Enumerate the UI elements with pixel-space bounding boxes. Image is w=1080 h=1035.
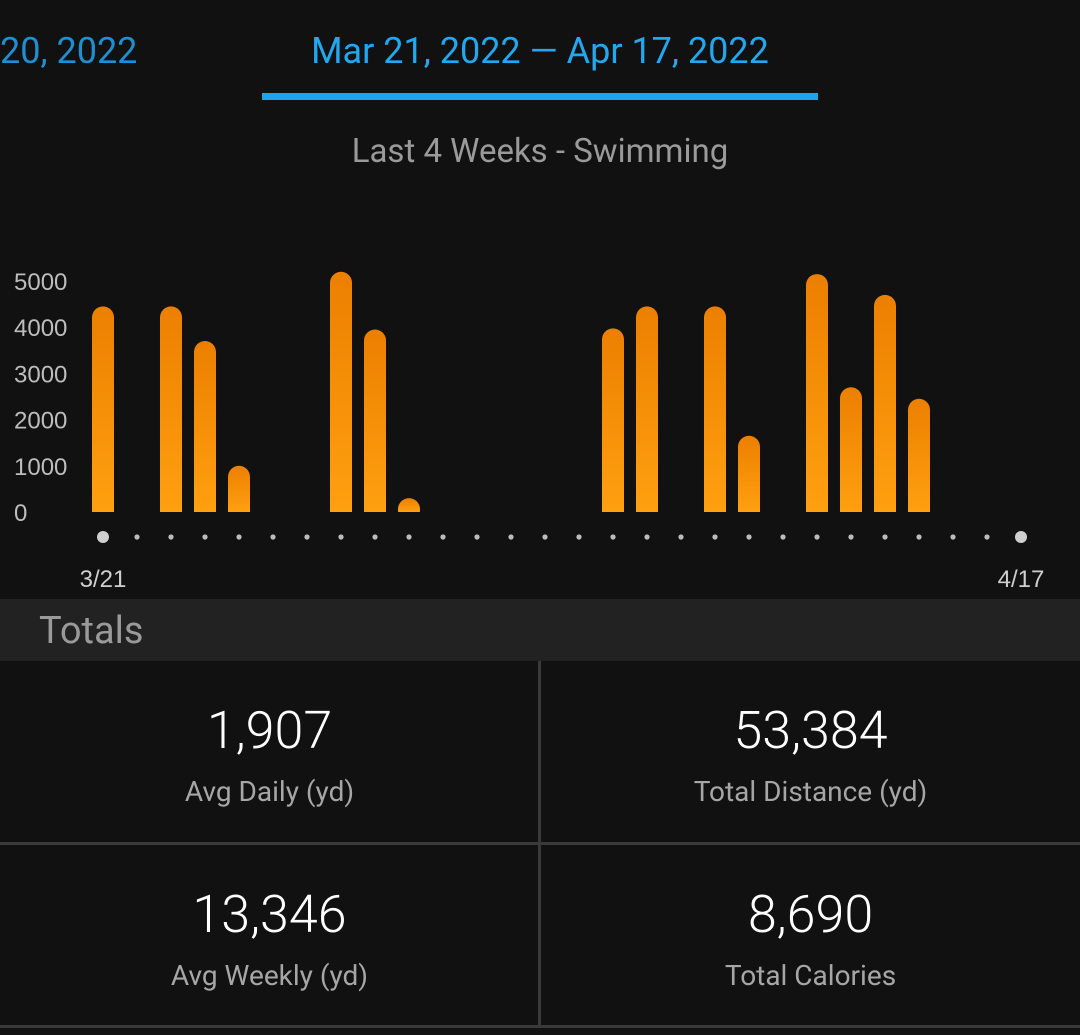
day-dot-3/22: [134, 534, 140, 540]
bar-3/30: [398, 498, 420, 512]
day-dot-3/21: [97, 531, 109, 543]
x-end-label: 4/17: [998, 566, 1045, 593]
day-dot-4/6: [644, 534, 650, 540]
day-dot-4/16: [984, 534, 990, 540]
stats-divider-bottom: [0, 1025, 1080, 1028]
bar-4/12: [840, 387, 862, 512]
bar-4/6: [636, 306, 658, 512]
day-dot-4/14: [916, 534, 922, 540]
day-dot-3/23: [168, 534, 174, 540]
y-tick-label: 1000: [14, 454, 67, 481]
avg-daily-value: 1,907: [206, 700, 333, 761]
total-distance-label: Total Distance (yd): [693, 775, 928, 808]
day-dot-3/28: [338, 534, 344, 540]
tab-current-range[interactable]: Mar 21, 2022 — Apr 17, 2022: [311, 30, 769, 72]
day-dot-3/30: [406, 534, 412, 540]
day-dot-4/9: [746, 534, 752, 540]
bar-3/29: [364, 329, 386, 512]
x-start-label: 3/21: [80, 566, 127, 593]
avg-weekly-label: Avg Weekly (yd): [170, 959, 369, 992]
total-distance-stat: 53,384 Total Distance (yd): [541, 700, 1080, 808]
day-dot-4/4: [576, 534, 582, 540]
day-dot-3/31: [440, 534, 446, 540]
total-calories-stat: 8,690 Total Calories: [541, 884, 1080, 992]
bar-3/28: [330, 271, 352, 512]
chart-subtitle: Last 4 Weeks - Swimming: [351, 132, 729, 171]
bar-3/21: [92, 306, 114, 512]
bar-4/8: [704, 306, 726, 512]
day-dot-4/3: [542, 534, 548, 540]
stats-divider-vertical: [538, 661, 541, 1027]
day-dot-4/5: [610, 534, 616, 540]
avg-daily-label: Avg Daily (yd): [184, 775, 355, 808]
day-dot-3/27: [304, 534, 310, 540]
day-dot-4/15: [950, 534, 956, 540]
active-tab-indicator: [262, 93, 818, 100]
day-dot-3/26: [270, 534, 276, 540]
bar-4/9: [738, 435, 760, 512]
y-tick-label: 3000: [14, 361, 67, 388]
day-dot-4/8: [712, 534, 718, 540]
bar-4/11: [806, 274, 828, 512]
bar-4/5: [602, 328, 624, 512]
bar-4/14: [908, 398, 930, 512]
day-dot-4/13: [882, 534, 888, 540]
date-range-tabs: 20, 2022 Mar 21, 2022 — Apr 17, 2022: [0, 0, 1080, 110]
total-calories-label: Total Calories: [724, 959, 897, 992]
avg-weekly-value: 13,346: [192, 884, 347, 945]
bar-4/13: [874, 294, 896, 512]
y-tick-label: 4000: [14, 315, 67, 342]
tab-previous-range[interactable]: 20, 2022: [0, 30, 138, 72]
bar-3/23: [160, 306, 182, 512]
swimming-bar-chart: 5000 4000 3000 2000 1000 0 3/21 4/17: [14, 269, 1045, 593]
day-dot-4/1: [474, 534, 480, 540]
day-dot-4/11: [814, 534, 820, 540]
bar-3/24: [194, 341, 216, 512]
avg-weekly-stat: 13,346 Avg Weekly (yd): [0, 884, 539, 992]
day-dot-4/12: [848, 534, 854, 540]
day-dot-4/7: [678, 534, 684, 540]
bar-3/25: [228, 465, 250, 512]
y-tick-label: 5000: [14, 269, 67, 296]
totals-header: Totals: [0, 599, 1080, 661]
day-dot-4/17: [1015, 531, 1027, 543]
day-dot-4/2: [508, 534, 514, 540]
day-dot-3/29: [372, 534, 378, 540]
total-calories-value: 8,690: [747, 884, 874, 945]
total-distance-value: 53,384: [733, 700, 888, 761]
day-dot-3/24: [202, 534, 208, 540]
avg-daily-stat: 1,907 Avg Daily (yd): [0, 700, 539, 808]
day-dot-4/10: [780, 534, 786, 540]
y-tick-label: 0: [14, 500, 27, 527]
y-tick-label: 2000: [14, 408, 67, 435]
day-dot-3/25: [236, 534, 242, 540]
totals-title: Totals: [39, 609, 144, 653]
